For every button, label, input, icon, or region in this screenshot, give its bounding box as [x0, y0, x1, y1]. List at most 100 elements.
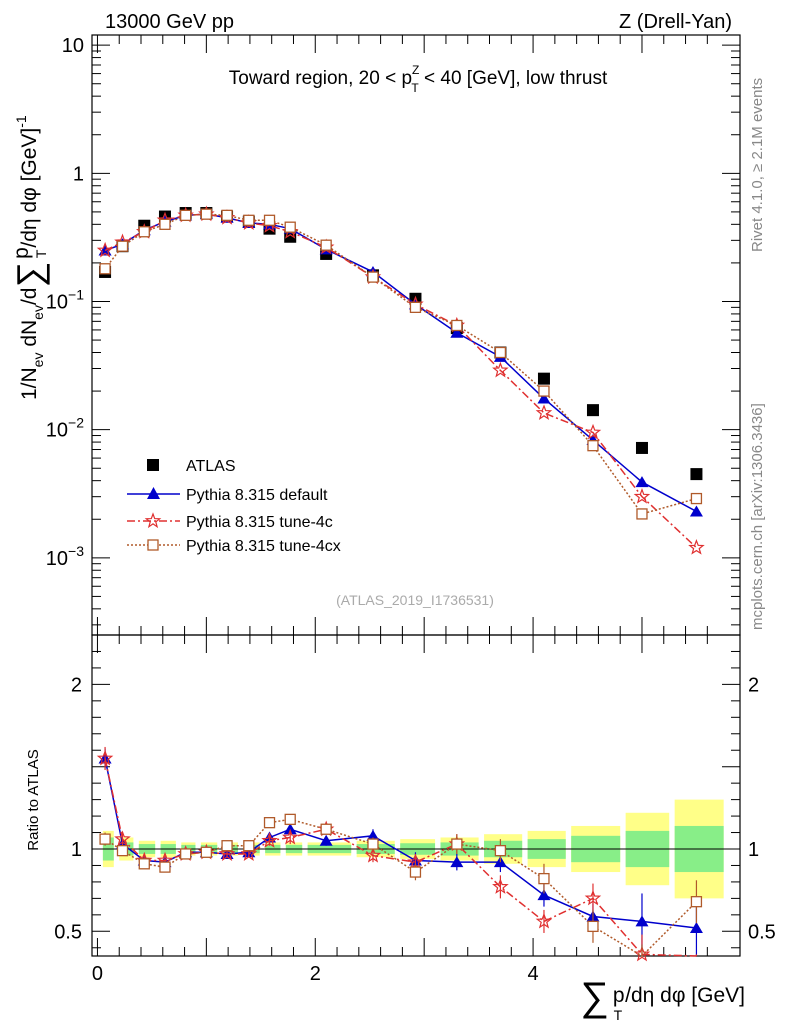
- main-title: Toward region, 20 < pZ T < 40 [GeV], low …: [229, 63, 608, 95]
- main-point-3-2: [138, 226, 150, 238]
- legend-label-default: Pythia 8.315 default: [186, 487, 328, 504]
- main-ytick-label-1: 1: [73, 163, 84, 185]
- ratio-point-2-0: [99, 833, 111, 845]
- xtick-label-1: 2: [310, 963, 321, 985]
- ratio-series: [96, 746, 703, 962]
- header-left: 13000 GeV pp: [105, 11, 234, 33]
- main-point-3-9: [284, 221, 296, 233]
- axes: 10 1 10−1 10−2 10−3 0 2 4 2 2 1 1 0.5 0.5: [46, 34, 776, 985]
- main-point-2-17: [633, 487, 651, 504]
- main-series: [96, 205, 705, 555]
- main-ytick-label-2: 10−1: [46, 286, 84, 313]
- ratio-point-0-17: [635, 915, 649, 927]
- ratio-point-2-11: [367, 838, 379, 850]
- analysis-id: (ATLAS_2019_I1736531): [336, 592, 494, 608]
- ratio-point-2-15: [538, 872, 550, 885]
- ratio-point-0-18: [689, 922, 703, 934]
- main-point-3-5: [200, 208, 213, 220]
- main-ytick-label-4: 10−3: [46, 543, 84, 570]
- ratio-point-1-14: [492, 878, 509, 894]
- main-point-2-15: [535, 404, 553, 420]
- main-point-3-7: [243, 214, 255, 226]
- main-point-0-16: [586, 404, 599, 417]
- legend: ATLAS Pythia 8.315 default Pythia 8.315 …: [127, 458, 341, 555]
- ratio-point-1-6: [218, 845, 236, 861]
- ratio-ylabel: Ratio to ATLAS: [25, 749, 42, 850]
- ratio-point-2-2: [138, 858, 150, 870]
- legend-marker-4cx: [147, 539, 159, 551]
- ratio-point-0-9: [283, 823, 297, 835]
- main-point-2-18: [688, 539, 705, 555]
- main-point-0-18: [690, 468, 703, 481]
- main-point-3-16: [587, 440, 599, 452]
- legend-label-4cx: Pythia 8.315 tune-4cx: [186, 538, 341, 555]
- main-point-2-0: [96, 241, 114, 258]
- ratio-point-1-9: [281, 828, 299, 845]
- ratio-point-2-12: [409, 866, 422, 878]
- ratio-point-2-8: [263, 817, 276, 829]
- ratio-point-1-11: [364, 846, 382, 863]
- legend-label-4c: Pythia 8.315 tune-4c: [186, 514, 333, 531]
- ratio-ytick-label-1: 1: [71, 839, 82, 861]
- main-point-3-18: [690, 492, 703, 505]
- ratio-point-1-7: [240, 845, 258, 861]
- ratio-point-2-13: [451, 838, 463, 850]
- xtick-label-2: 4: [528, 963, 539, 985]
- ratio-point-2-14: [494, 844, 507, 857]
- main-ytick-label-0: 10: [62, 35, 84, 57]
- main-point-1-18: [689, 505, 703, 517]
- main-point-3-11: [367, 271, 379, 283]
- main-point-3-17: [636, 508, 648, 520]
- ratio-point-0-13: [450, 856, 464, 868]
- main-point-3-8: [263, 214, 276, 226]
- main-point-3-3: [159, 218, 171, 230]
- main-point-1-13: [450, 326, 464, 338]
- ratio-point-2-6: [221, 840, 233, 852]
- ratio-point-2-5: [200, 846, 213, 858]
- main-point-3-6: [221, 209, 233, 221]
- ratio-point-0-10: [319, 834, 333, 846]
- xlabel: ∑ p T/dη dφ [GeV]: [580, 975, 745, 1023]
- ratio-point-1-15: [535, 912, 553, 929]
- main-point-3-1: [116, 240, 129, 252]
- ratio-point-2-1: [116, 844, 129, 857]
- ratio-point-1-1: [114, 830, 131, 847]
- ratio-point-1-8: [261, 832, 278, 848]
- ratio-frame: [91, 634, 741, 957]
- main-point-0-15: [537, 372, 550, 385]
- ratio-point-0-15: [537, 889, 551, 901]
- main-point-3-14: [494, 346, 507, 359]
- ratio-point-2-4: [180, 848, 192, 860]
- main-point-3-13: [451, 319, 463, 332]
- legend-label-atlas: ATLAS: [186, 458, 236, 475]
- ratio-point-2-3: [159, 861, 171, 873]
- ratio-ytick-label-right-2: 0.5: [748, 921, 776, 943]
- main-point-0-17: [635, 441, 648, 454]
- ratio-point-1-17: [633, 945, 651, 962]
- main-point-3-0: [99, 263, 111, 275]
- main-point-3-10: [320, 239, 332, 251]
- ratio-point-2-16: [587, 920, 599, 933]
- ratio-point-2-9: [284, 813, 296, 826]
- mcplots-label: mcplots.cern.ch [arXiv:1306.3436]: [749, 403, 766, 630]
- main-point-1-17: [635, 476, 649, 488]
- ratio-ytick-label-right-1: 1: [748, 839, 759, 861]
- xtick-label-0: 0: [92, 963, 103, 985]
- legend-marker-4c: [144, 512, 162, 529]
- ratio-point-2-18: [690, 896, 703, 908]
- rivet-label: Rivet 4.1.0, ≥ 2.1M events: [749, 78, 766, 252]
- legend-marker-atlas: [147, 459, 159, 471]
- main-point-3-12: [409, 301, 422, 314]
- legend-marker-default: [147, 487, 160, 499]
- main-point-1-15: [537, 392, 551, 404]
- ratio-ytick-label-2: 0.5: [54, 921, 82, 943]
- main-point-3-4: [180, 209, 192, 221]
- ratio-ytick-label-0: 2: [71, 674, 82, 696]
- main-ylabel: 1/Nev dNev/d∑pT/dη dφ [GeV]-1: [9, 115, 50, 400]
- header-right: Z (Drell-Yan): [619, 11, 732, 33]
- ratio-point-1-16: [584, 889, 602, 906]
- ratio-ytick-label-right-0: 2: [748, 674, 759, 696]
- ratio-point-2-7: [243, 840, 255, 852]
- main-point-2-14: [492, 361, 509, 378]
